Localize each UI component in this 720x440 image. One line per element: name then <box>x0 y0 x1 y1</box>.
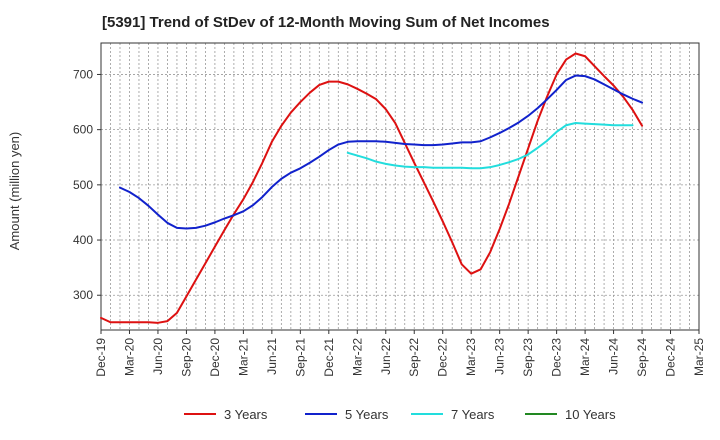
x-tick-label: Jun-24 <box>607 338 621 375</box>
legend-label-7-years: 7 Years <box>451 407 495 422</box>
plot-frame <box>100 42 700 331</box>
legend-label-3-years: 3 Years <box>224 407 268 422</box>
x-tick-label: Sep-20 <box>179 338 193 377</box>
x-tick-label: Sep-22 <box>407 338 421 377</box>
x-tick-label: Mar-24 <box>578 338 592 376</box>
y-tick-label: 600 <box>73 123 93 137</box>
x-tick-label: Sep-21 <box>293 338 307 377</box>
x-tick-label: Jun-23 <box>493 338 507 375</box>
legend-label-10-years: 10 Years <box>565 407 616 422</box>
y-tick-label: 700 <box>73 67 93 81</box>
x-tick-label: Mar-21 <box>236 338 250 376</box>
x-tick-label: Sep-23 <box>521 338 535 377</box>
x-tick-label: Mar-25 <box>692 338 706 376</box>
x-tick-label: Mar-23 <box>464 338 478 376</box>
x-tick-label: Jun-22 <box>379 338 393 375</box>
y-tick-label: 300 <box>73 288 93 302</box>
x-tick-label: Dec-19 <box>94 338 108 377</box>
series-line-5-years <box>118 74 644 230</box>
x-tick-label: Dec-23 <box>550 338 564 377</box>
series-lines <box>100 52 644 324</box>
y-axis-title: Amount (million yen) <box>7 132 22 251</box>
x-tick-label: Mar-20 <box>122 338 136 376</box>
x-axis-ticks: Dec-19 Mar-20 Jun-20 Sep-20 Dec-20 Mar-21 Jun-… <box>94 330 706 377</box>
series-line-7-years <box>346 122 634 170</box>
x-tick-label: Sep-24 <box>635 338 649 377</box>
y-tick-label: 500 <box>73 178 93 192</box>
y-tick-label: 400 <box>73 233 93 247</box>
x-tick-label: Jun-20 <box>151 338 165 375</box>
x-tick-label: Dec-22 <box>436 338 450 377</box>
x-tick-label: Mar-22 <box>350 338 364 376</box>
legend-label-5-years: 5 Years <box>345 407 389 422</box>
series-line-3-years <box>100 52 644 324</box>
x-tick-label: Dec-20 <box>208 338 222 377</box>
legend: 3 Years 5 Years 7 Years 10 Years <box>184 407 616 422</box>
y-axis-ticks: 300 400 500 600 700 <box>73 67 101 302</box>
x-tick-label: Dec-24 <box>664 338 678 377</box>
x-tick-label: Dec-21 <box>322 338 336 377</box>
chart-title: [5391] Trend of StDev of 12-Month Moving… <box>102 14 550 31</box>
x-tick-label: Jun-21 <box>265 338 279 375</box>
